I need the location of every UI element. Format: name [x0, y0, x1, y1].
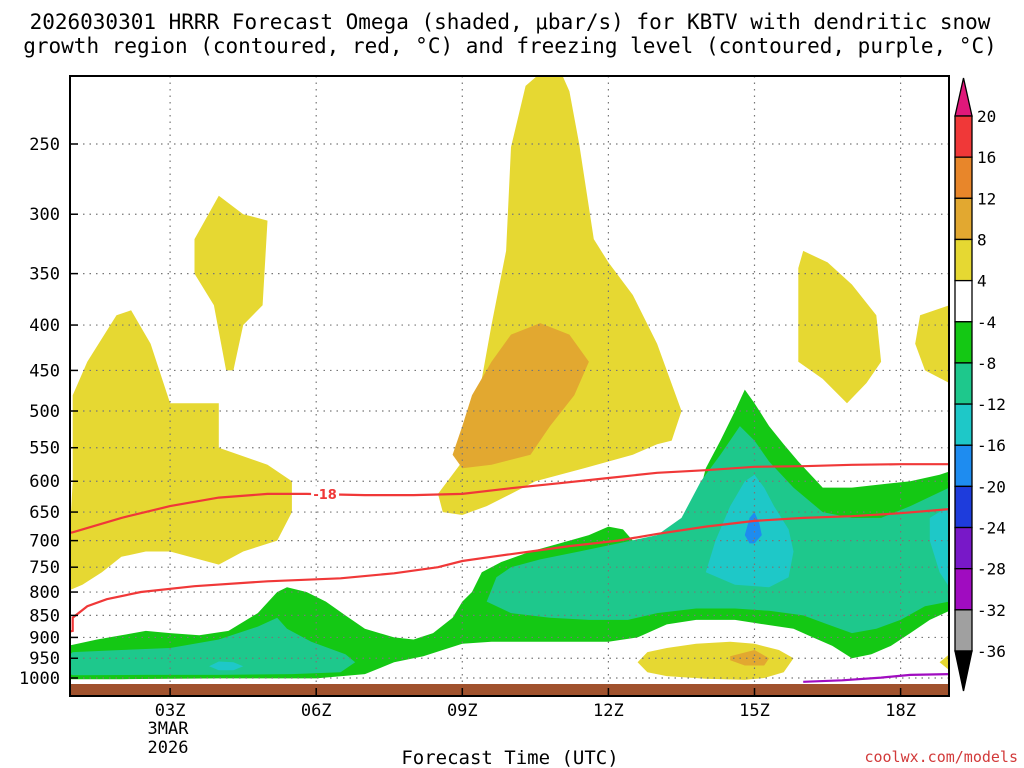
omega-region-0-6	[939, 654, 949, 670]
date-label-month: 3MAR	[148, 719, 190, 739]
omega-region-4-1	[929, 506, 949, 587]
y-tick-label-750: 750	[29, 558, 60, 578]
omega-region-0-4	[915, 305, 949, 383]
colorbar-swatch-0	[954, 115, 973, 158]
colorbar-label-3: 8	[977, 230, 987, 249]
colorbar-swatch-5	[954, 321, 973, 364]
y-tick-label-400: 400	[29, 316, 60, 336]
colorbar-label-11: -28	[977, 560, 1006, 579]
omega-region-0-0	[70, 310, 292, 591]
colorbar-label-10: -24	[977, 519, 1006, 538]
colorbar-swatch-10	[954, 526, 973, 570]
colorbar-swatch-8	[954, 444, 973, 488]
colorbar-swatch-2	[954, 197, 973, 241]
contour-label: -18	[313, 488, 337, 503]
contour-0	[70, 463, 949, 534]
colorbar-label-5: -4	[977, 313, 996, 332]
colorbar-swatch-3	[954, 238, 973, 282]
y-tick-label-800: 800	[29, 583, 60, 603]
colorbar: 20 16 12 8 4 -4 -8 -12 -16 -20 -24 -28 -32 -36	[954, 77, 1006, 692]
y-tick-label-250: 250	[29, 135, 60, 155]
colorbar-label-9: -20	[977, 477, 1006, 496]
x-axis-ticks: 03Z 06Z 09Z 12Z 15Z 18Z	[155, 688, 916, 721]
colorbar-swatch-1	[954, 156, 973, 199]
y-tick-label-900: 900	[29, 628, 60, 648]
colorbar-top-arrow	[954, 77, 973, 117]
chart-title-line2: growth region (contoured, red, °C) and f…	[23, 34, 997, 58]
colorbar-label-6: -8	[977, 354, 996, 373]
colorbar-bottom-arrow	[954, 650, 973, 692]
colorbar-swatch-6	[954, 362, 973, 405]
y-axis-ticks: 2503003504004505005506006507007508008509…	[19, 135, 78, 689]
terrain-band	[70, 684, 949, 696]
y-tick-label-600: 600	[29, 472, 60, 492]
colorbar-label-1: 16	[977, 148, 996, 167]
omega-region-4-2	[209, 661, 244, 671]
temperature-contours: -18	[70, 463, 949, 683]
colorbar-label-12: -32	[977, 601, 1006, 620]
omega-region-1-1	[730, 650, 770, 666]
chart-title-line1: 2026030301 HRRR Forecast Omega (shaded, …	[30, 10, 991, 34]
colorbar-swatch-9	[954, 485, 973, 529]
x-axis-label: Forecast Time (UTC)	[401, 747, 618, 768]
colorbar-label-0: 20	[977, 107, 996, 126]
contour-1	[70, 508, 949, 633]
colorbar-label-7: -12	[977, 395, 1006, 414]
y-tick-label-300: 300	[29, 205, 60, 225]
colorbar-swatch-4	[954, 279, 973, 323]
x-tick-label-15Z: 15Z	[739, 701, 770, 721]
y-tick-label-500: 500	[29, 402, 60, 422]
colorbar-swatch-11	[954, 568, 973, 611]
omega-region-0-3	[798, 250, 882, 404]
omega-region-0-1	[194, 195, 268, 371]
colorbar-swatch-7	[954, 403, 973, 446]
x-tick-label-09Z: 09Z	[447, 701, 478, 721]
colorbar-swatch-12	[954, 609, 973, 652]
plot-frame	[69, 75, 950, 697]
x-tick-label-18Z: 18Z	[885, 701, 916, 721]
contour-label-bg	[311, 486, 340, 503]
omega-region-3-0	[70, 617, 356, 676]
contour-2	[803, 673, 949, 683]
y-tick-label-650: 650	[29, 503, 60, 523]
x-tick-label-03Z: 03Z	[155, 701, 186, 721]
y-tick-label-950: 950	[29, 649, 60, 669]
omega-region-1-0	[452, 323, 589, 469]
y-tick-label-550: 550	[29, 439, 60, 459]
x-tick-label-12Z: 12Z	[593, 701, 624, 721]
y-tick-label-700: 700	[29, 532, 60, 552]
x-tick-label-06Z: 06Z	[301, 701, 332, 721]
credit-text: coolwx.com/models	[864, 748, 1018, 766]
y-tick-label-1000: 1000	[19, 669, 60, 689]
colorbar-label-4: 4	[977, 272, 987, 291]
colorbar-label-8: -16	[977, 436, 1006, 455]
omega-shading	[70, 76, 949, 680]
omega-region-3-1	[486, 426, 949, 634]
colorbar-label-2: 12	[977, 189, 996, 208]
date-label-year: 2026	[148, 738, 189, 758]
y-tick-label-850: 850	[29, 606, 60, 626]
colorbar-label-13: -36	[977, 642, 1006, 661]
y-tick-label-350: 350	[29, 265, 60, 285]
y-tick-label-450: 450	[29, 361, 60, 381]
